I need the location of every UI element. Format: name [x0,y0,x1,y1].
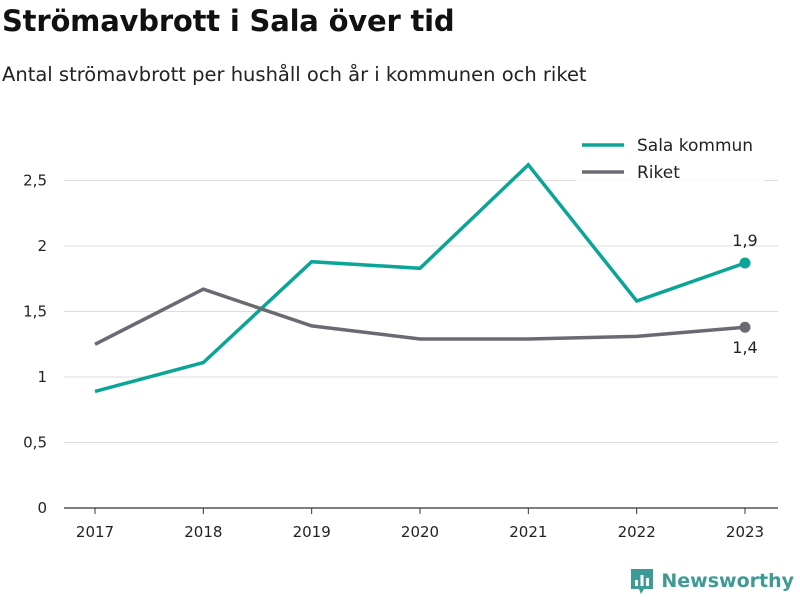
x-tick-label: 2023 [726,523,764,541]
legend-label-riket: Riket [637,163,680,183]
y-axis: 0 0,5 1 1,5 2 2,5 [23,172,47,518]
x-tick-label: 2019 [293,523,331,541]
y-tick-label: 2,5 [23,172,47,190]
x-tick-label: 2017 [76,523,114,541]
x-tick-label: 2021 [509,523,547,541]
newsworthy-logo-icon [631,569,654,594]
series-line-riket [94,287,746,346]
newsworthy-brand: Newsworthy [629,567,794,595]
x-tick-label: 2022 [618,523,656,541]
series-line-sala-kommun [94,162,746,394]
x-tick-label: 2018 [184,523,222,541]
end-label-riket: 1,4 [732,338,757,357]
chart-subtitle: Antal strömavbrott per hushåll och år i … [2,63,587,86]
end-label-sala-kommun: 1,9 [732,231,757,250]
y-tick-label: 1,5 [23,303,47,321]
series-group [94,162,751,394]
brand-name: Newsworthy [661,570,794,592]
y-tick-label: 0 [37,499,47,517]
legend-background [576,128,764,184]
gridlines [64,180,778,443]
y-tick-label: 2 [37,237,47,255]
y-tick-label: 1 [37,368,47,386]
x-tick-label: 2020 [401,523,439,541]
x-axis: 2017 2018 2019 2020 2021 2022 2023 [64,507,778,541]
legend: Sala kommun Riket [576,128,764,184]
legend-label-sala-kommun: Sala kommun [637,136,753,156]
y-tick-label: 0,5 [23,434,47,452]
end-labels: 1,9 1,4 [732,231,757,357]
end-point-riket [739,321,751,333]
end-point-sala-kommun [739,257,751,269]
chart-title: Strömavbrott i Sala över tid [2,4,455,38]
